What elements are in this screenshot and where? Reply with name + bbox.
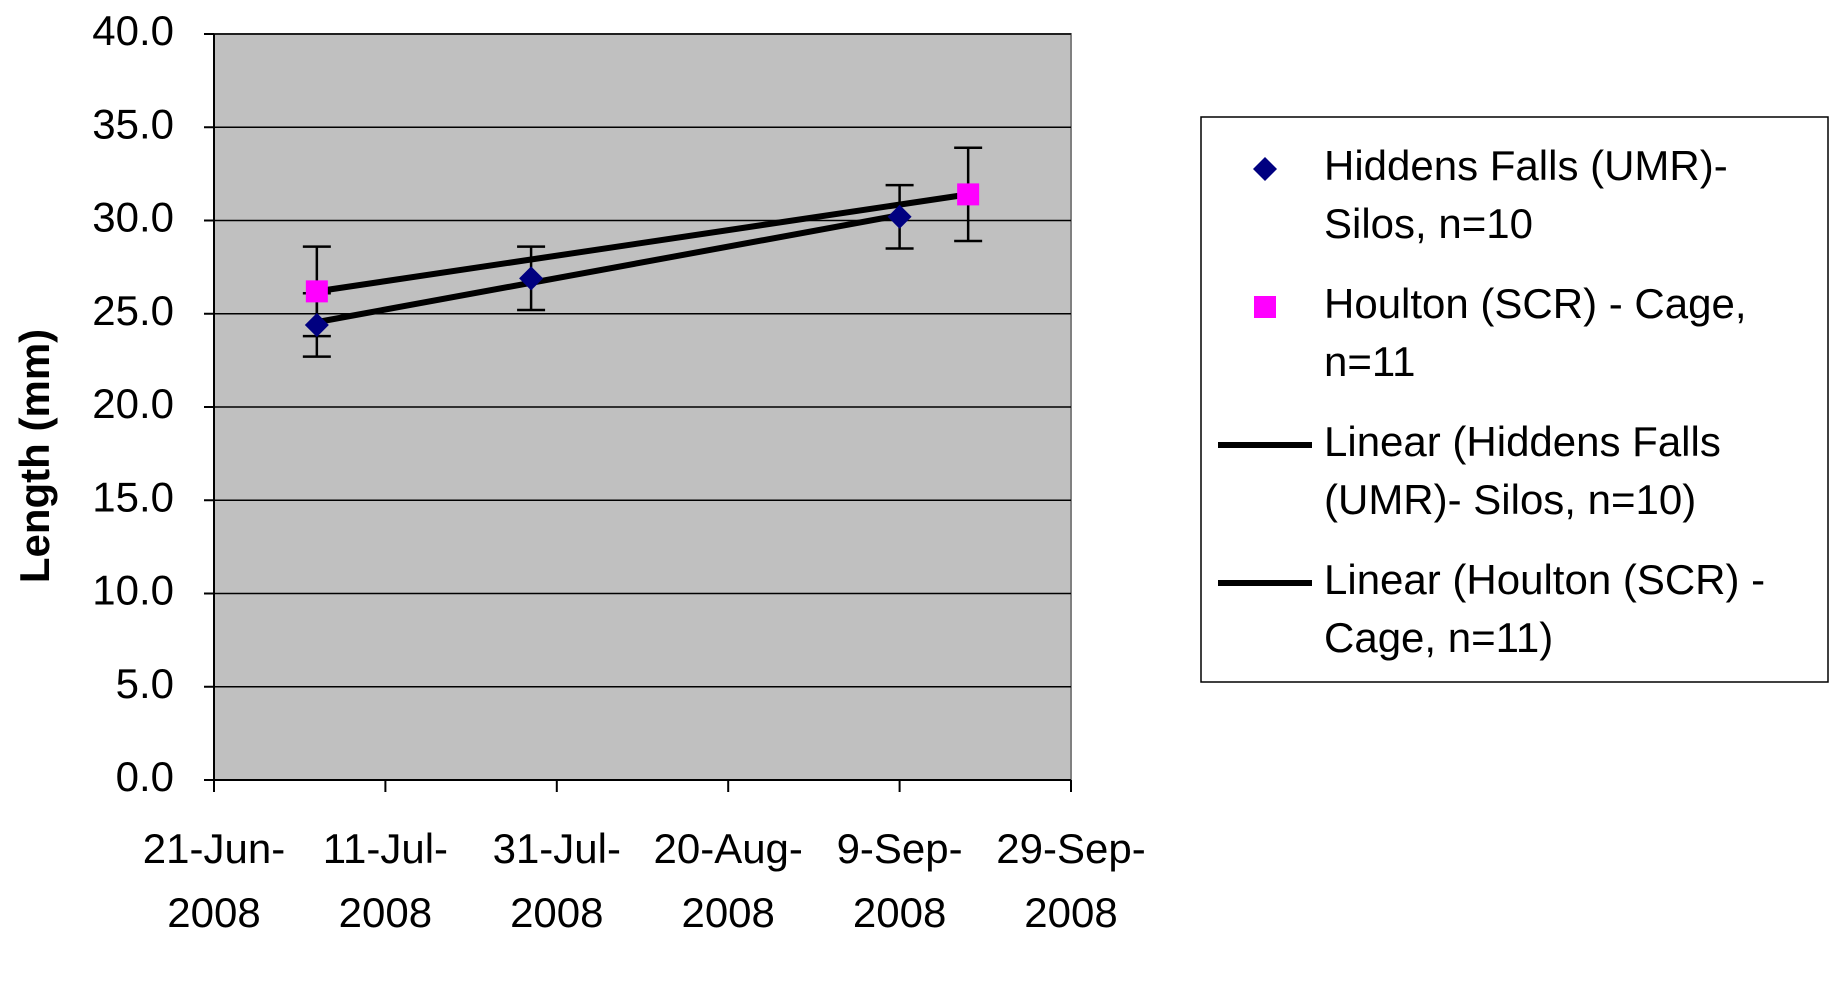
x-tick-label: 21-Jun-2008 (143, 825, 285, 936)
legend-marker (1254, 296, 1276, 318)
y-tick-label: 40.0 (92, 7, 174, 54)
legend-box (1200, 116, 1829, 683)
x-tick-label: 29-Sep-2008 (996, 825, 1145, 936)
y-tick-label: 0.0 (116, 753, 174, 800)
legend-label: Linear (Houlton (SCR) -Cage, n=11) (1324, 556, 1765, 661)
y-tick-label: 5.0 (116, 660, 174, 707)
y-tick-label: 25.0 (92, 287, 174, 334)
point (957, 183, 980, 206)
trendline (316, 191, 969, 295)
point (304, 312, 329, 337)
point (305, 280, 328, 303)
legend-label: Linear (Hiddens Falls (UMR)- Silos, n=10) (1324, 418, 1721, 523)
x-tick-label: 11-Jul-2008 (323, 825, 448, 936)
legend-marker (1253, 157, 1277, 181)
trendline (316, 212, 901, 326)
y-tick-label: 30.0 (92, 194, 174, 241)
y-tick-label: 20.0 (92, 380, 174, 427)
y-tick-label: 10.0 (92, 567, 174, 614)
x-tick-label: 9-Sep-2008 (837, 825, 963, 936)
y-tick-label: 15.0 (92, 473, 174, 520)
point (519, 266, 544, 291)
legend: Hiddens Falls (UMR)-Silos, n=10 Houlton (… (1200, 116, 1829, 683)
y-tick-label: 35.0 (92, 100, 174, 147)
x-tick-label: 31-Jul-2008 (493, 825, 621, 936)
y-axis-label: Length (mm) (11, 329, 58, 583)
legend-label: Hiddens Falls (UMR)-Silos, n=10 (1324, 142, 1728, 247)
legend-label: Houlton (SCR) - Cage, n=11 (1324, 280, 1746, 385)
x-tick-label: 20-Aug-2008 (653, 825, 802, 936)
point (887, 204, 912, 229)
